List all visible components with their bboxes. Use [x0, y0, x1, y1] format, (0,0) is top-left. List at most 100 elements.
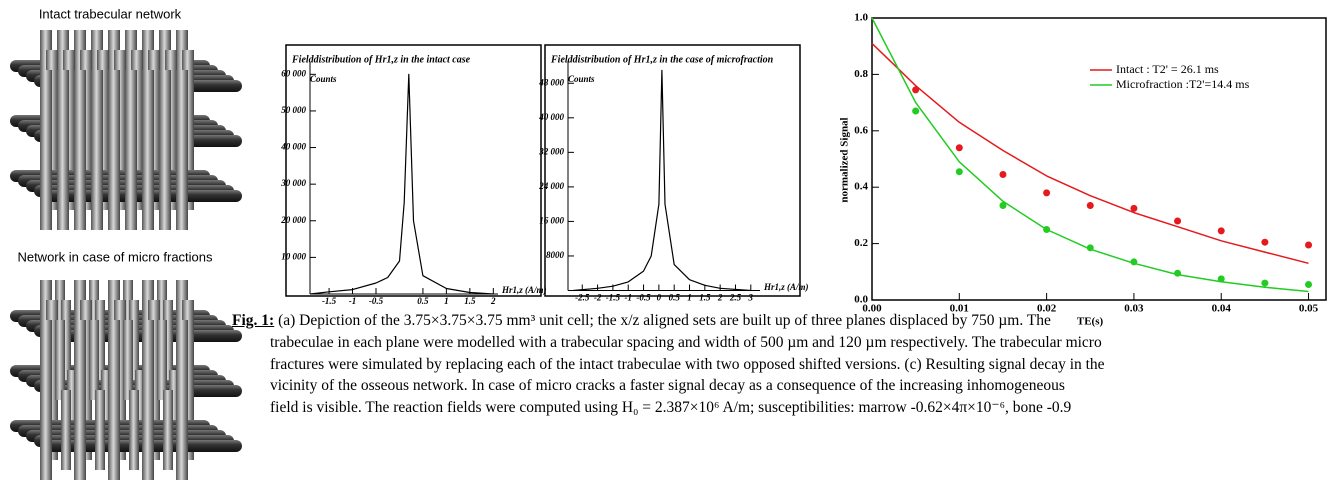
x-tick-label: 2 — [490, 296, 496, 306]
legend-label: Intact : T2' = 26.1 ms — [1116, 62, 1219, 76]
trabecula — [55, 320, 65, 400]
trabecula — [74, 320, 86, 480]
x-tick-label: 1 — [687, 293, 692, 303]
y-tick-label: 40 000 — [280, 142, 306, 152]
y-tick-label: 0.2 — [854, 237, 868, 249]
trabecula — [40, 70, 52, 230]
x-tick-label: 3 — [748, 293, 754, 303]
data-point — [1174, 217, 1182, 225]
trabecula — [169, 370, 179, 450]
trabecula — [95, 390, 105, 470]
y-tick-label: 60 000 — [281, 68, 306, 78]
data-point — [1043, 189, 1051, 197]
y-tick-label: 40 000 — [538, 112, 564, 122]
x-tick-label: -1.5 — [322, 296, 337, 306]
data-point — [1261, 279, 1269, 287]
trabecula — [108, 70, 120, 230]
data-point — [1305, 280, 1313, 288]
trabecula — [101, 370, 111, 450]
x-tick-label: 0.01 — [950, 303, 969, 315]
y-tick-label: 0.0 — [854, 294, 868, 306]
network-image — [10, 280, 242, 480]
caption-line: vicinity of the osseous network. In case… — [270, 377, 1065, 395]
trabecula — [95, 300, 105, 380]
caption-text: (a) Depiction of the 3.75×3.75×3.75 mm³ … — [278, 312, 1051, 329]
x-tick-label: -0.5 — [636, 293, 651, 303]
network-image — [10, 30, 242, 230]
trabecula — [163, 300, 173, 380]
data-point — [1130, 204, 1138, 212]
data-point — [1261, 238, 1269, 246]
caption-line: fractures were simulated by replacing ea… — [270, 355, 1105, 373]
y-tick-label: 30 000 — [280, 178, 306, 188]
chart-title: Fielddistribution of Hr1,z in the intact… — [291, 54, 471, 65]
data-point — [1217, 275, 1225, 283]
data-point — [999, 202, 1007, 210]
y-axis-label: normalized Signal — [839, 117, 851, 202]
y-tick-label: 20 000 — [280, 215, 306, 225]
caption: Fig. 1: (a) Depiction of the 3.75×3.75×3… — [232, 310, 1338, 419]
trabecula — [67, 370, 77, 450]
x-tick-label: 1.5 — [464, 296, 476, 306]
x-axis-label: TE(s) — [1077, 316, 1104, 328]
data-point — [1086, 202, 1094, 210]
data-point — [955, 144, 963, 152]
x-tick-label: 0.05 — [1299, 303, 1319, 315]
y-tick-label: 8000 — [546, 250, 565, 260]
data-point — [1174, 269, 1182, 277]
data-line — [871, 42, 1309, 265]
y-tick-label: 32 000 — [538, 146, 564, 156]
trabecula — [157, 320, 167, 400]
x-tick-label: 2.5 — [729, 293, 742, 303]
y-tick-label: 16 000 — [539, 215, 564, 225]
trabecula — [57, 70, 69, 230]
trabecula — [125, 70, 137, 230]
trabecula — [135, 370, 145, 450]
x-tick-label: 1 — [444, 296, 449, 306]
image-label: Intact trabecular network — [39, 6, 182, 21]
trabecula — [61, 390, 71, 470]
y-axis-label: Counts — [310, 74, 337, 84]
trabecula — [142, 320, 154, 480]
x-axis-label: Hr1,z (A/m) — [763, 282, 809, 292]
data-point — [955, 168, 963, 176]
x-tick-label: -1 — [624, 293, 632, 303]
chart-title: Fielddistribution of Hr1,z in the case o… — [550, 54, 774, 65]
data-point — [1043, 226, 1051, 233]
y-tick-label: 24 000 — [538, 181, 564, 191]
data-point — [1086, 244, 1094, 252]
image-label: Network in case of micro fractions — [17, 249, 213, 264]
trabecula — [123, 320, 133, 400]
y-tick-label: 10 000 — [281, 251, 306, 261]
trabecula — [176, 320, 188, 480]
x-tick-label: 0.5 — [669, 293, 681, 303]
trabecula — [61, 300, 71, 380]
x-tick-label: 0.02 — [1037, 303, 1057, 315]
data-line — [310, 73, 494, 295]
x-tick-label: 0.04 — [1212, 303, 1232, 315]
x-tick-label: 2 — [717, 293, 723, 303]
y-tick-label: 50 000 — [281, 105, 306, 115]
data-point — [912, 86, 920, 94]
trabecula — [129, 300, 139, 380]
data-point — [1130, 258, 1138, 266]
trabecula — [74, 70, 86, 230]
trabecula — [89, 320, 99, 400]
y-axis-label: Counts — [568, 74, 595, 84]
panel-frame — [285, 44, 542, 297]
data-line — [573, 69, 751, 292]
trabecula — [142, 70, 154, 230]
caption-line: field is visible. The reaction fields we… — [270, 399, 1072, 417]
panel-frame — [544, 44, 801, 297]
trabecula — [108, 320, 120, 480]
caption-line: trabeculae in each plane were modelled w… — [270, 333, 1102, 351]
trabecula — [159, 70, 171, 230]
y-tick-label: 1.0 — [854, 12, 868, 24]
data-point — [1305, 241, 1313, 249]
y-tick-label: 0.6 — [854, 124, 868, 136]
x-tick-label: 0.03 — [1124, 303, 1144, 315]
trabecula — [176, 70, 188, 230]
x-tick-label: -2.5 — [575, 293, 590, 303]
